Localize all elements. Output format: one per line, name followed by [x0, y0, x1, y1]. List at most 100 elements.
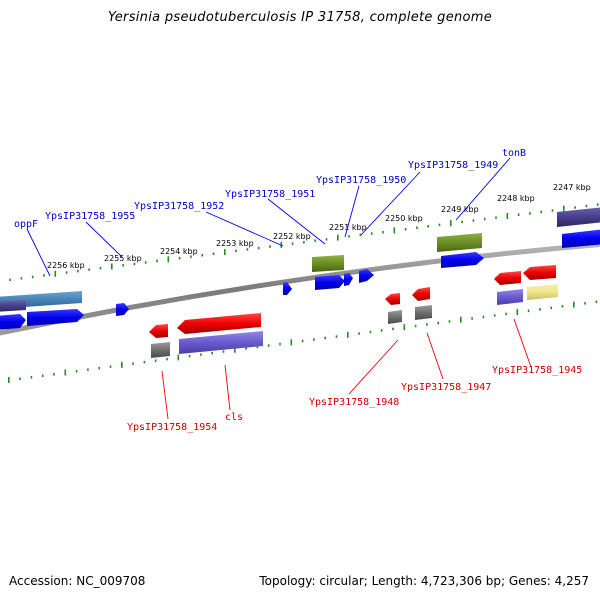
ruler-minor-tick	[426, 323, 428, 326]
ruler-label: 2248 kbp	[497, 194, 535, 203]
ruler-minor-tick	[483, 217, 486, 221]
cds-reverse	[385, 293, 400, 305]
ruler-minor-tick	[495, 216, 497, 219]
cds-reverse	[523, 265, 556, 280]
ruler-minor-tick	[200, 353, 202, 356]
ruler-label: 2247 kbp	[553, 183, 591, 192]
forward-strand-genes	[0, 207, 600, 330]
ruler-minor-tick	[246, 248, 249, 251]
ruler-minor-tick	[414, 324, 417, 328]
ruler-minor-tick	[269, 245, 271, 248]
leader-line	[360, 171, 421, 236]
ruler-minor-tick	[19, 377, 21, 380]
reverse-strand-genes	[149, 265, 558, 358]
feature-dark-slate	[557, 207, 600, 227]
leader-line	[344, 185, 360, 238]
ruler-minor-tick	[550, 306, 552, 310]
ruler-minor-tick	[529, 212, 531, 215]
bottom-leader-lines	[161, 318, 532, 420]
ruler-major-tick	[450, 220, 452, 227]
ruler-minor-tick	[303, 241, 305, 244]
ruler-minor-tick	[133, 262, 136, 266]
feature-slate	[179, 331, 263, 354]
ruler-minor-tick	[291, 242, 294, 245]
gene-label-1949[interactable]: YpsIP31758_1949	[408, 160, 498, 171]
ruler-minor-tick	[190, 255, 192, 258]
ruler-minor-tick	[41, 374, 44, 377]
cds-forward	[441, 252, 484, 268]
leader-line	[161, 370, 169, 420]
cds-forward	[344, 273, 353, 286]
feature-olive	[437, 233, 482, 252]
ruler-minor-tick	[551, 209, 554, 212]
gene-label-1951[interactable]: YpsIP31758_1951	[225, 189, 315, 200]
gene-label-1955[interactable]: YpsIP31758_1955	[45, 211, 135, 222]
ruler-minor-tick	[482, 315, 485, 319]
gene-label-1948[interactable]: YpsIP31758_1948	[309, 397, 399, 408]
ruler-label: 2256 kbp	[47, 261, 85, 270]
ruler-minor-tick	[132, 362, 134, 365]
leader-line	[267, 198, 326, 245]
ruler-minor-tick	[166, 357, 168, 361]
cds-forward	[0, 314, 26, 330]
ruler-minor-tick	[574, 206, 576, 209]
genome-backbone	[0, 241, 600, 336]
ruler-minor-tick	[178, 256, 181, 260]
ruler-minor-tick	[211, 351, 213, 355]
ruler-minor-tick	[358, 332, 360, 335]
gene-label-1950[interactable]: YpsIP31758_1950	[316, 175, 406, 186]
feature-gray	[415, 305, 432, 320]
ruler-minor-tick	[585, 204, 588, 208]
gene-label-1947[interactable]: YpsIP31758_1947	[401, 382, 491, 393]
ruler-minor-tick	[359, 233, 362, 237]
ruler-minor-tick	[584, 302, 586, 305]
ruler-minor-tick	[461, 220, 463, 224]
cds-forward	[116, 303, 129, 316]
ruler-major-tick	[177, 354, 180, 361]
ruler-minor-tick	[222, 350, 225, 353]
ruler-minor-tick	[448, 320, 451, 323]
ruler-minor-tick	[596, 203, 599, 206]
ruler-minor-tick	[30, 376, 33, 379]
ruler-minor-tick	[471, 317, 473, 320]
cds-reverse	[177, 313, 261, 334]
ruler-minor-tick	[212, 252, 215, 255]
ruler-minor-tick	[595, 300, 598, 304]
leader-line	[85, 221, 123, 258]
gene-label-1952[interactable]: YpsIP31758_1952	[134, 201, 224, 212]
cds-reverse	[412, 287, 430, 301]
ruler-minor-tick	[472, 219, 475, 222]
ruler-major-tick	[111, 263, 113, 270]
ruler-minor-tick	[88, 268, 90, 271]
ruler-minor-tick	[98, 366, 100, 370]
ruler-ticks-bottom	[8, 300, 598, 383]
ruler-minor-tick	[43, 274, 45, 277]
leader-line	[205, 211, 284, 247]
gene-label-1945[interactable]: YpsIP31758_1945	[492, 365, 582, 376]
feature-slate	[497, 289, 523, 305]
leader-line	[26, 228, 51, 277]
gene-label-oppF[interactable]: oppF	[14, 219, 38, 230]
ruler-major-tick	[290, 339, 293, 346]
ruler-major-tick	[224, 249, 226, 256]
cds-reverse	[149, 324, 168, 338]
map-title: Yersinia pseudotuberculosis IP 31758, co…	[107, 10, 493, 25]
ruler-major-tick	[234, 346, 236, 353]
cds-forward	[283, 282, 292, 295]
ruler-major-tick	[121, 361, 123, 368]
ruler-label: 2254 kbp	[160, 247, 198, 256]
ruler-label: 2253 kbp	[216, 239, 254, 248]
ruler-minor-tick	[53, 373, 55, 376]
ruler-minor-tick	[99, 267, 102, 270]
feature-khaki	[527, 284, 558, 300]
ruler-minor-tick	[517, 213, 520, 216]
gene-label-cls[interactable]: cls	[225, 412, 243, 423]
ruler-minor-tick	[348, 235, 350, 238]
ruler-major-tick	[337, 234, 339, 241]
gene-label-1954[interactable]: YpsIP31758_1954	[127, 422, 217, 433]
ruler-minor-tick	[143, 360, 146, 364]
ruler-minor-tick	[335, 335, 338, 338]
gene-label-tonB[interactable]: tonB	[502, 148, 526, 159]
